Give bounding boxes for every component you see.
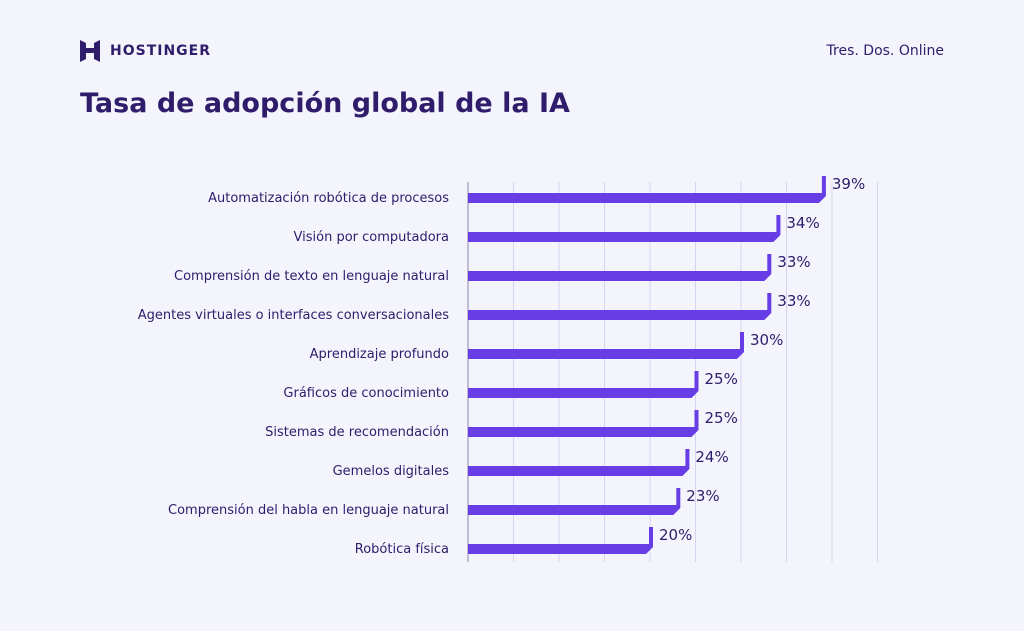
bar <box>468 332 744 359</box>
category-label: Automatización robótica de procesos <box>208 191 449 206</box>
data-label: 33% <box>777 292 810 310</box>
bar <box>468 449 690 476</box>
category-label: Aprendizaje profundo <box>310 347 449 362</box>
bar <box>468 254 772 281</box>
logo-text: HOSTINGER <box>110 43 212 59</box>
bar <box>468 215 781 242</box>
bar <box>468 410 699 437</box>
category-label: Sistemas de recomendación <box>265 425 449 440</box>
data-label: 30% <box>750 331 783 349</box>
data-label: 25% <box>705 409 738 427</box>
category-label: Comprensión de texto en lenguaje natural <box>174 269 449 284</box>
category-label: Robótica física <box>355 542 449 557</box>
bar <box>468 293 772 320</box>
data-label: 33% <box>777 253 810 271</box>
category-label: Comprensión del habla en lenguaje natura… <box>168 503 449 518</box>
bar <box>468 371 699 398</box>
bar <box>468 176 826 203</box>
category-label: Agentes virtuales o interfaces conversac… <box>138 308 449 323</box>
data-label: 20% <box>659 526 692 544</box>
data-label: 25% <box>705 370 738 388</box>
data-label: 34% <box>786 214 819 232</box>
category-label: Gemelos digitales <box>333 464 450 479</box>
chart-title: Tasa de adopción global de la IA <box>80 88 570 119</box>
data-label: 23% <box>686 487 719 505</box>
hostinger-logo-icon <box>80 40 100 62</box>
data-label: 24% <box>695 448 728 466</box>
bar <box>468 527 653 554</box>
data-label: 39% <box>832 175 865 193</box>
category-label: Visión por computadora <box>294 230 449 245</box>
category-label: Gráficos de conocimiento <box>283 386 449 401</box>
hostinger-logo: HOSTINGER <box>80 40 211 62</box>
bar <box>468 488 681 515</box>
tagline: Tres. Dos. Online <box>826 43 944 59</box>
